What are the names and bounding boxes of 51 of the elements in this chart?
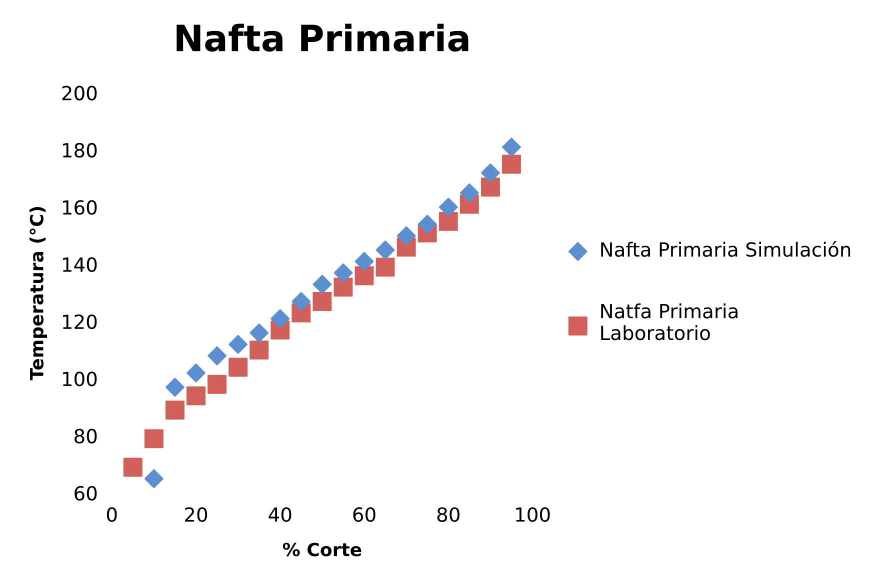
x-tick-label: 80: [437, 507, 460, 522]
point: [270, 309, 290, 328]
point: [376, 240, 395, 260]
point: [460, 183, 479, 202]
point: [312, 292, 332, 311]
y-axis-title: Temperatura (°C): [30, 207, 47, 380]
point: [292, 292, 311, 311]
x-tick-label: 0: [106, 507, 117, 522]
y-tick-label: 100: [63, 372, 97, 386]
point: [144, 469, 164, 488]
point: [334, 278, 353, 297]
point: [396, 226, 416, 246]
legend-label: Nafta Primaria Simulación: [601, 241, 850, 257]
point: [208, 346, 227, 366]
x-axis-title: % Corte: [282, 542, 362, 556]
point: [165, 400, 184, 420]
chart-title: Nafta Primaria: [176, 24, 468, 52]
x-tick-label: 40: [268, 507, 292, 522]
point: [123, 458, 142, 477]
point: [502, 154, 521, 174]
legend-label: Natfa Primaria Laboratorio: [601, 303, 738, 340]
point: [354, 266, 374, 286]
point: [334, 263, 353, 282]
point: [354, 252, 374, 271]
y-tick-label: 120: [63, 314, 97, 330]
point: [228, 334, 248, 354]
point: [502, 138, 521, 157]
y-tick-label: 80: [74, 428, 97, 444]
point: [208, 374, 227, 394]
point: [480, 163, 500, 182]
point: [438, 198, 458, 217]
point: [165, 378, 184, 397]
y-tick-label: 200: [62, 86, 97, 100]
point: [250, 323, 269, 342]
point: [480, 178, 500, 197]
x-tick-label: 100: [516, 507, 550, 522]
x-tick-label: 60: [353, 507, 376, 522]
point: [144, 429, 164, 448]
point: [376, 258, 395, 277]
x-tick-label: 20: [185, 507, 208, 522]
point: [250, 340, 269, 360]
y-tick-label: 160: [63, 200, 97, 215]
point: [312, 274, 332, 294]
y-tick-label: 140: [63, 257, 97, 272]
point: [186, 363, 206, 382]
point: [228, 358, 248, 377]
point: [438, 212, 458, 231]
y-tick-label: 60: [74, 486, 97, 501]
y-tick-label: 180: [63, 142, 97, 158]
point: [418, 214, 437, 234]
point: [186, 386, 206, 406]
